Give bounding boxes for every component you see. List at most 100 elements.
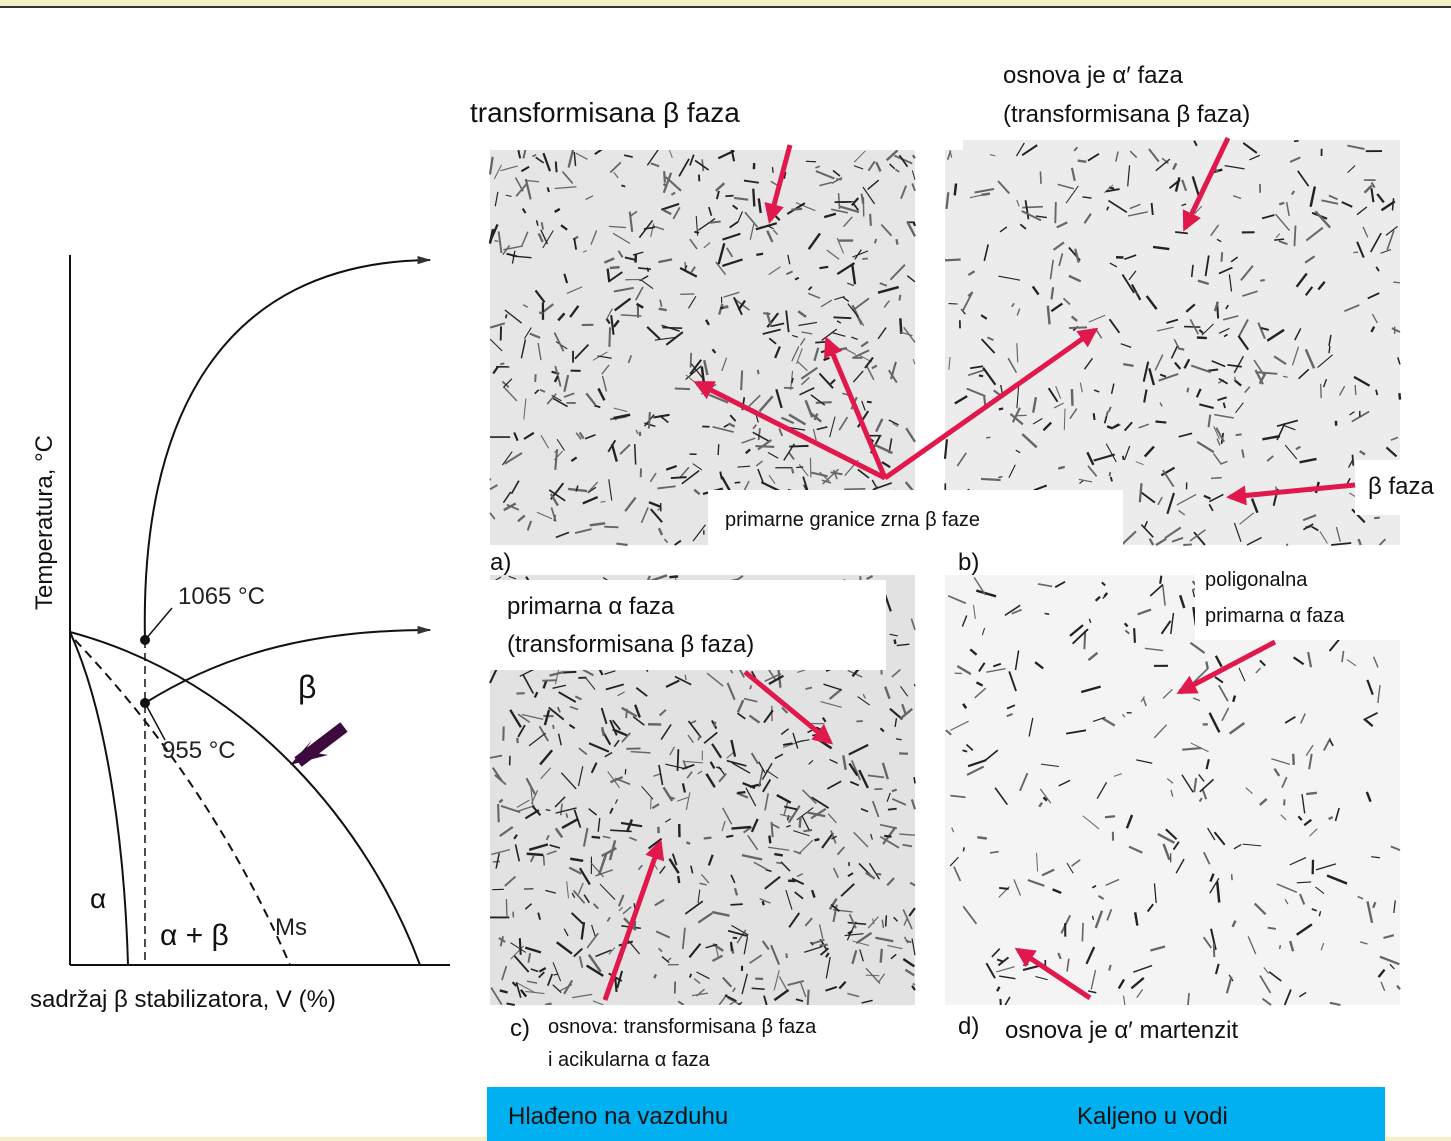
texture: [1274, 239, 1284, 240]
texture: [792, 469, 793, 474]
texture: [635, 444, 636, 464]
texture: [677, 749, 678, 771]
annotation: primarna α faza: [1205, 605, 1345, 627]
texture: [1110, 472, 1111, 476]
texture: [1069, 327, 1087, 328]
temp-label: 955 °C: [162, 737, 236, 764]
texture: [664, 171, 665, 182]
texture: [621, 185, 625, 186]
texture: [881, 949, 882, 963]
annotation: osnova: transformisana β faza: [548, 1016, 817, 1038]
texture: [791, 209, 802, 210]
phase-diagram: [70, 255, 450, 965]
texture: [999, 408, 1003, 409]
panel-label: a): [490, 549, 511, 576]
texture: [678, 876, 679, 883]
texture: [772, 167, 773, 173]
texture: [738, 792, 746, 793]
texture: [763, 901, 764, 905]
texture: [553, 725, 554, 729]
texture: [914, 684, 915, 686]
texture: [1280, 945, 1281, 949]
texture: [604, 527, 618, 528]
beta-transus: [70, 632, 420, 965]
texture: [506, 899, 507, 917]
texture: [1283, 376, 1288, 377]
footer-label: Kaljeno u vodi: [1077, 1103, 1228, 1130]
panel-label: d): [958, 1013, 979, 1040]
texture: [544, 855, 545, 865]
texture: [945, 260, 961, 261]
temp-label: 1065 °C: [178, 583, 265, 610]
texture: [914, 777, 915, 783]
texture: [592, 837, 600, 838]
page: Temperatura, °C sadržaj β stabilizatora,…: [0, 0, 1451, 1141]
texture: [741, 371, 742, 391]
texture: [1105, 816, 1115, 817]
texture: [1093, 916, 1094, 920]
texture: [899, 295, 900, 301]
texture: [506, 314, 507, 318]
texture: [704, 838, 712, 839]
texture: [814, 839, 819, 840]
texture: [1072, 389, 1073, 406]
texture: [776, 863, 782, 864]
texture: [870, 214, 871, 226]
texture: [986, 437, 990, 438]
texture: [774, 854, 782, 855]
texture: [977, 837, 986, 838]
texture: [877, 874, 881, 875]
texture: [955, 183, 956, 195]
texture: [769, 836, 770, 844]
texture: [1094, 413, 1095, 420]
annotation: poligonalna: [1205, 569, 1308, 591]
texture: [999, 888, 1009, 889]
point: [140, 698, 150, 708]
annotation: primarne granice zrna β faze: [725, 509, 980, 531]
texture: [803, 830, 812, 831]
texture: [1048, 306, 1050, 325]
footer-label: Hlađeno na vazduhu: [508, 1103, 728, 1130]
texture: [561, 672, 576, 673]
texture: [800, 817, 801, 828]
texture: [786, 953, 787, 958]
texture: [1184, 327, 1200, 328]
texture: [609, 327, 610, 347]
y-label: Temperatura, °C: [31, 435, 58, 610]
texture: [756, 254, 763, 255]
texture: [1221, 252, 1222, 262]
texture: [527, 854, 544, 855]
texture: [675, 389, 690, 390]
texture: [750, 685, 751, 689]
texture: [1197, 338, 1207, 339]
texture: [1055, 202, 1056, 223]
panel-label: b): [958, 549, 979, 576]
texture: [686, 842, 690, 843]
annotation: primarna α faza: [507, 593, 675, 620]
texture: [548, 187, 549, 192]
texture: [1211, 478, 1222, 479]
texture: [897, 239, 898, 244]
texture: [1134, 628, 1135, 643]
texture: [862, 258, 867, 259]
texture: [710, 221, 721, 222]
texture: [913, 222, 915, 226]
micrograph: [490, 140, 915, 545]
texture: [1294, 226, 1295, 247]
texture: [602, 727, 604, 736]
texture: [694, 232, 699, 233]
texture: [649, 412, 650, 428]
texture: [1352, 455, 1353, 466]
path-low: [145, 630, 430, 703]
texture: [808, 990, 809, 1005]
texture: [753, 189, 754, 207]
texture: [1279, 203, 1284, 205]
texture: [671, 477, 687, 478]
texture: [662, 328, 682, 329]
texture: [1329, 346, 1330, 353]
texture: [494, 241, 498, 242]
texture: [888, 809, 897, 810]
texture: [789, 446, 808, 447]
texture: [1155, 422, 1166, 423]
texture: [816, 402, 832, 403]
